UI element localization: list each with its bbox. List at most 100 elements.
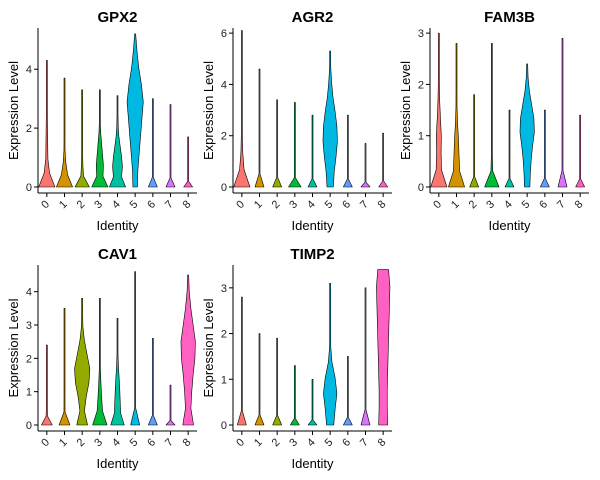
x-tick-label: 8 [181, 198, 194, 211]
x-tick-label: 7 [358, 436, 371, 449]
violin-gpx2-cluster-6 [148, 98, 158, 188]
x-tick-label: 8 [573, 198, 586, 211]
violin-gpx2-cluster-4 [109, 95, 126, 188]
panel-title: TIMP2 [290, 246, 334, 263]
y-axis-label: Expression Level [201, 61, 216, 160]
violin-fam3b-cluster-4 [504, 109, 515, 188]
y-tick-label: 2 [418, 79, 424, 91]
violin-agr2-cluster-3 [288, 102, 302, 188]
violin-cav1-cluster-0 [41, 344, 53, 426]
x-tick-label: 1 [252, 436, 265, 449]
violin-fam3b-cluster-5 [519, 63, 535, 188]
violin-gpx2-cluster-5 [126, 33, 144, 188]
x-tick-label: 0 [39, 436, 52, 449]
violin-timp2-cluster-5 [323, 282, 338, 426]
x-tick-label: 3 [484, 198, 497, 211]
violin-cav1-cluster-3 [92, 298, 108, 426]
violin-gpx2-cluster-8 [183, 136, 193, 188]
violin-cav1-cluster-1 [58, 308, 71, 426]
x-tick-label: 7 [358, 198, 371, 211]
y-tick-label: 3 [221, 283, 227, 295]
x-tick-label: 3 [287, 436, 300, 449]
y-tick-label: 0 [26, 420, 32, 432]
violin-cav1-cluster-7 [165, 384, 176, 426]
violin-agr2-cluster-0 [233, 30, 251, 188]
y-tick-label: 4 [221, 79, 227, 91]
x-tick-label: 6 [145, 198, 158, 211]
x-tick-label: 1 [57, 436, 70, 449]
x-tick-label: 5 [128, 198, 141, 211]
x-tick-label: 4 [305, 198, 318, 211]
y-tick-label: 4 [26, 64, 32, 76]
panel-title: GPX2 [97, 9, 137, 26]
x-tick-label: 3 [287, 198, 300, 211]
y-tick-label: 2 [221, 329, 227, 341]
x-tick-label: 3 [92, 198, 105, 211]
violin-timp2-cluster-6 [343, 356, 353, 426]
x-tick-label: 2 [270, 436, 283, 449]
x-tick-label: 1 [252, 198, 265, 211]
violin-agr2-cluster-2 [272, 99, 282, 188]
y-tick-label: 0 [221, 182, 227, 194]
violin-agr2-cluster-7 [360, 143, 371, 188]
violin-gpx2-cluster-1 [56, 77, 73, 188]
violin-gpx2-cluster-7 [165, 104, 176, 188]
violin-cav1-cluster-6 [148, 338, 158, 426]
x-tick-label: 2 [75, 436, 88, 449]
x-tick-label: 6 [537, 198, 550, 211]
x-tick-label: 4 [502, 198, 515, 211]
violin-gpx2-cluster-3 [91, 89, 109, 188]
violin-fam3b-cluster-1 [448, 43, 465, 188]
violin-timp2-cluster-8 [376, 269, 391, 426]
violin-cav1-cluster-8 [180, 274, 196, 426]
x-tick-label: 2 [270, 198, 283, 211]
x-tick-label: 4 [305, 436, 318, 449]
y-tick-label: 2 [26, 123, 32, 135]
x-tick-label: 0 [234, 198, 247, 211]
violin-timp2-cluster-3 [290, 365, 300, 426]
violin-fam3b-cluster-3 [484, 43, 500, 188]
y-axis-label: Expression Level [6, 298, 21, 397]
violin-agr2-cluster-6 [343, 114, 353, 188]
y-tick-label: 3 [26, 320, 32, 332]
y-tick-label: 3 [418, 28, 424, 40]
violin-fam3b-cluster-7 [557, 37, 568, 188]
y-tick-label: 0 [221, 420, 227, 432]
y-tick-label: 0 [26, 182, 32, 194]
y-tick-label: 4 [26, 287, 32, 299]
y-tick-label: 6 [221, 28, 227, 40]
violin-timp2-cluster-7 [360, 287, 371, 426]
x-axis-label: Identity [292, 456, 334, 471]
y-tick-label: 1 [26, 387, 32, 399]
x-tick-label: 5 [323, 436, 336, 449]
y-tick-label: 2 [26, 353, 32, 365]
x-tick-label: 7 [555, 198, 568, 211]
x-tick-label: 2 [467, 198, 480, 211]
violin-fam3b-cluster-6 [540, 109, 550, 188]
violin-gpx2-cluster-0 [38, 60, 56, 188]
x-tick-label: 4 [110, 198, 123, 211]
violin-gpx2-cluster-2 [74, 89, 90, 188]
y-axis-label: Expression Level [6, 61, 21, 160]
violin-cav1-cluster-4 [110, 318, 125, 426]
violin-fam3b-cluster-8 [575, 114, 585, 188]
x-tick-label: 8 [376, 436, 389, 449]
x-tick-label: 4 [110, 436, 123, 449]
y-tick-label: 1 [418, 131, 424, 143]
x-tick-label: 8 [376, 198, 389, 211]
violin-agr2-cluster-5 [322, 50, 338, 188]
violin-cav1-cluster-2 [74, 298, 91, 426]
violin-timp2-cluster-1 [254, 333, 265, 426]
violin-agr2-cluster-1 [254, 68, 265, 188]
y-tick-label: 0 [418, 182, 424, 194]
x-tick-label: 6 [340, 198, 353, 211]
violin-agr2-cluster-4 [307, 114, 318, 188]
violin-agr2-cluster-8 [378, 132, 388, 188]
x-tick-label: 6 [340, 436, 353, 449]
x-tick-label: 8 [181, 436, 194, 449]
y-axis-label: Expression Level [201, 298, 216, 397]
x-tick-label: 1 [449, 198, 462, 211]
